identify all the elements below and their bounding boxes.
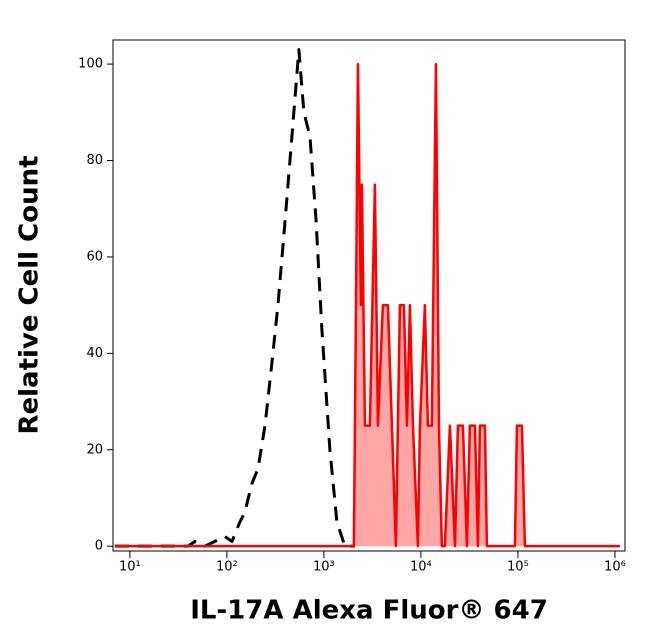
y-tick-label: 100 — [78, 57, 103, 72]
y-tick-label: 20 — [86, 442, 103, 457]
y-axis-title: Relative Cell Count — [15, 155, 45, 434]
y-tick-label: 80 — [86, 153, 103, 168]
y-tick-label: 0 — [95, 539, 103, 554]
x-tick-label: 10⁵ — [507, 560, 529, 575]
area — [114, 64, 620, 547]
x-axis-title: IL-17A Alexa Fluor® 647 — [190, 596, 548, 626]
y-tick-label: 60 — [86, 249, 103, 264]
x-tick-label: 10⁴ — [410, 560, 432, 575]
plot-frame — [112, 39, 626, 552]
line — [114, 48, 355, 548]
x-tick-label: 10³ — [313, 560, 335, 575]
y-tick-label: 40 — [86, 346, 103, 361]
x-tick-label: 10¹ — [119, 560, 141, 575]
x-tick-label: 10⁶ — [604, 560, 626, 575]
x-tick-label: 10² — [216, 560, 238, 575]
line — [114, 62, 620, 548]
